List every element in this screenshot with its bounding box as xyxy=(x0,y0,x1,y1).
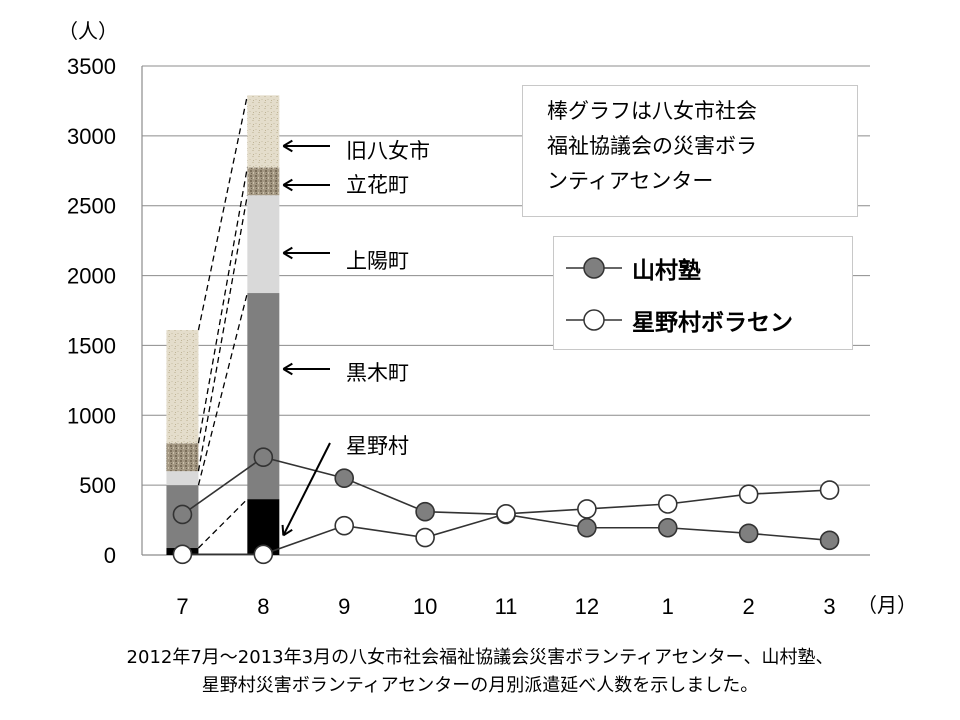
series-line xyxy=(181,456,830,542)
note-line-3: ンティアセンター xyxy=(547,169,714,193)
y-tick-label: 500 xyxy=(79,473,116,498)
x-unit-label: （月） xyxy=(857,593,917,617)
series-point xyxy=(657,517,678,538)
legend-item-sansonjuku: 山村塾 xyxy=(564,248,701,288)
arrow-head xyxy=(282,246,293,254)
series-point xyxy=(415,527,435,548)
connector-dash xyxy=(197,195,248,472)
arrow-head xyxy=(282,252,293,260)
x-tick-label: 1 xyxy=(662,594,674,619)
legend-filled-marker-icon xyxy=(566,257,622,279)
y-unit-label: （人） xyxy=(58,19,118,43)
series-point xyxy=(253,447,274,468)
legend-item-hoshino: 星野村ボラセン xyxy=(564,300,793,340)
arrow-head xyxy=(282,145,293,153)
series-point xyxy=(819,530,840,551)
legend-open-marker-icon xyxy=(566,309,622,331)
legend: 山村塾 星野村ボラセン xyxy=(553,236,853,350)
x-tick-label: 3 xyxy=(823,594,835,619)
legend-label-2: 星野村ボラセン xyxy=(632,310,793,336)
bar-segment xyxy=(166,330,199,444)
arrow-shaft xyxy=(282,442,331,536)
line-series xyxy=(172,447,840,565)
series-point xyxy=(577,499,597,519)
x-tick-label: 12 xyxy=(575,594,599,619)
y-tick-label: 3500 xyxy=(67,54,116,79)
note-box: 棒グラフは八女市社会 福祉協議会の災害ボラ ンティアセンター xyxy=(522,85,858,217)
y-tick-label: 1500 xyxy=(67,333,116,358)
x-tick-label: 9 xyxy=(338,594,350,619)
series-point xyxy=(577,517,597,538)
series-point xyxy=(172,504,193,525)
series-point xyxy=(334,468,355,488)
connector-dash xyxy=(197,95,248,331)
arrow-head xyxy=(282,184,293,192)
series-point xyxy=(738,523,759,544)
connector-dash xyxy=(197,292,248,486)
arrow-label: 黒木町 xyxy=(346,361,409,385)
series-point xyxy=(657,494,678,514)
bar-segment xyxy=(247,95,280,168)
bar-segment xyxy=(166,443,199,472)
legend-label-1: 山村塾 xyxy=(632,258,701,284)
arrow-label: 上陽町 xyxy=(346,249,409,273)
arrow-head xyxy=(282,178,293,186)
arrow-head xyxy=(282,362,293,370)
series-point xyxy=(819,480,840,500)
arrow-head xyxy=(282,139,293,147)
series-point xyxy=(496,503,516,524)
series-point xyxy=(172,544,193,565)
y-tick-label: 2500 xyxy=(67,194,116,219)
connector-dash xyxy=(197,498,248,549)
caption-line-1: 2012年7月～2013年3月の八女市社会福祉協議会災害ボランティアセンター、山… xyxy=(126,647,834,668)
y-tick-label: 0 xyxy=(104,543,116,568)
x-tick-label: 7 xyxy=(176,594,188,619)
caption: 2012年7月～2013年3月の八女市社会福祉協議会災害ボランティアセンター、山… xyxy=(0,644,960,700)
bar-segment xyxy=(247,195,280,294)
connector-dashes xyxy=(197,95,248,549)
series-point xyxy=(334,515,355,536)
arrow-head xyxy=(282,368,293,376)
arrow-head xyxy=(282,528,293,537)
series-point xyxy=(415,501,435,522)
note-line-1: 棒グラフは八女市社会 xyxy=(547,99,757,123)
series-point xyxy=(253,544,274,565)
y-tick-label: 3000 xyxy=(67,124,116,149)
x-tick-label: 10 xyxy=(413,594,437,619)
bar-segment xyxy=(247,293,280,500)
caption-line-2: 星野村災害ボランティアセンターの月別派遣延べ人数を示しました。 xyxy=(201,675,759,696)
arrow-label: 立花町 xyxy=(346,173,409,197)
arrow-label: 星野村 xyxy=(346,434,409,458)
y-tick-label: 2000 xyxy=(67,264,116,289)
connector-dash xyxy=(197,167,248,444)
x-tick-label: 2 xyxy=(743,594,755,619)
bar-segment xyxy=(247,167,280,196)
arrow-head xyxy=(281,524,285,536)
note-line-2: 福祉協議会の災害ボラ xyxy=(547,134,757,158)
x-tick-label: 11 xyxy=(495,594,518,619)
bar-segment xyxy=(166,471,199,486)
stacked-bars xyxy=(166,95,280,555)
arrow-label: 旧八女市 xyxy=(346,139,430,163)
x-tick-label: 8 xyxy=(257,594,269,619)
series-point xyxy=(738,484,759,505)
y-tick-label: 1000 xyxy=(67,403,116,428)
